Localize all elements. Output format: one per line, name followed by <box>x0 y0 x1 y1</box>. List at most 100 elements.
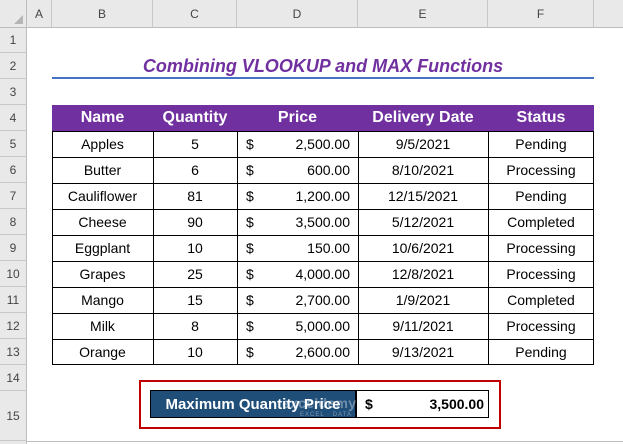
row-header-1[interactable]: 1 <box>0 28 27 53</box>
row-header-7[interactable]: 7 <box>0 183 27 209</box>
cell-status[interactable]: Processing <box>506 162 576 178</box>
cell-quantity[interactable]: 6 <box>191 162 199 178</box>
row-header-11[interactable]: 11 <box>0 287 27 313</box>
result-currency: $ <box>365 396 373 412</box>
price-value: 2,700.00 <box>295 292 351 308</box>
cell-status[interactable]: Pending <box>515 344 567 360</box>
cell-quantity[interactable]: 10 <box>187 344 203 360</box>
row-header-6[interactable]: 6 <box>0 157 27 183</box>
cell-delivery-date[interactable]: 9/11/2021 <box>392 318 454 334</box>
cell-status[interactable]: Processing <box>506 318 576 334</box>
currency-symbol: $ <box>246 162 254 178</box>
cell-price[interactable]: $3,500.00 <box>237 209 358 235</box>
column-header-b[interactable]: B <box>52 0 153 28</box>
cell-price[interactable]: $1,200.00 <box>237 183 358 209</box>
cell-delivery-date[interactable]: 12/15/2021 <box>387 188 459 204</box>
header-delivery-date[interactable]: Delivery Date <box>358 105 488 131</box>
cell-price[interactable]: $150.00 <box>237 235 358 261</box>
row-header-15[interactable]: 15 <box>0 391 27 441</box>
cell-name[interactable]: Milk <box>90 318 115 334</box>
select-all-triangle-icon <box>14 15 23 24</box>
cell-quantity[interactable]: 90 <box>187 214 203 230</box>
cell-status[interactable]: Completed <box>507 292 575 308</box>
row-header-16-partial[interactable] <box>0 441 27 444</box>
row-divider <box>52 339 594 340</box>
result-value: 3,500.00 <box>429 396 485 412</box>
cell-delivery-date[interactable]: 9/13/2021 <box>391 344 455 360</box>
cell-status[interactable]: Completed <box>507 214 575 230</box>
cell-quantity[interactable]: 25 <box>187 266 203 282</box>
cell-quantity[interactable]: 10 <box>187 240 203 256</box>
cell-name[interactable]: Orange <box>79 344 126 360</box>
column-header-a[interactable]: A <box>27 0 52 28</box>
result-highlight-box <box>139 380 501 429</box>
currency-symbol: $ <box>246 318 254 334</box>
column-header-d[interactable]: D <box>237 0 358 28</box>
cell-status[interactable]: Processing <box>506 240 576 256</box>
cell-name[interactable]: Eggplant <box>74 240 131 256</box>
cell-delivery-date[interactable]: 5/12/2021 <box>391 214 455 230</box>
cell-price[interactable]: $5,000.00 <box>237 313 358 339</box>
header-status[interactable]: Status <box>488 105 594 131</box>
row-header-5[interactable]: 5 <box>0 131 27 157</box>
max-quantity-price-label[interactable]: Maximum Quantity Price <box>150 390 356 418</box>
row-header-4[interactable]: 4 <box>0 105 27 131</box>
cell-name[interactable]: Butter <box>83 162 122 178</box>
cell-status[interactable]: Processing <box>506 266 576 282</box>
sheet-title[interactable]: Combining VLOOKUP and MAX Functions <box>142 56 504 76</box>
cell-quantity[interactable]: 8 <box>191 318 199 334</box>
row-divider <box>52 287 594 288</box>
cell-price[interactable]: $2,700.00 <box>237 287 358 313</box>
column-header-g-partial[interactable] <box>594 0 623 28</box>
title-underline <box>52 77 594 79</box>
cell-name[interactable]: Mango <box>81 292 124 308</box>
row-header-8[interactable]: 8 <box>0 209 27 235</box>
cell-name[interactable]: Cauliflower <box>67 188 138 204</box>
cell-grid[interactable] <box>27 28 623 444</box>
row-divider <box>52 209 594 210</box>
cell-name[interactable]: Cheese <box>78 214 127 230</box>
cell-name[interactable]: Grapes <box>79 266 126 282</box>
currency-symbol: $ <box>246 136 254 152</box>
cell-price[interactable]: $2,500.00 <box>237 131 358 157</box>
grid-bottom-edge <box>27 441 623 442</box>
cell-delivery-date[interactable]: 1/9/2021 <box>395 292 451 308</box>
cell-quantity[interactable]: 5 <box>191 136 199 152</box>
row-header-9[interactable]: 9 <box>0 235 27 261</box>
column-header-f[interactable]: F <box>488 0 594 28</box>
row-header-12[interactable]: 12 <box>0 313 27 339</box>
select-all-button[interactable] <box>0 0 27 28</box>
row-divider <box>52 261 594 262</box>
column-divider <box>153 131 154 365</box>
cell-delivery-date[interactable]: 10/6/2021 <box>391 240 455 256</box>
row-header-10[interactable]: 10 <box>0 261 27 287</box>
price-value: 1,200.00 <box>295 188 351 204</box>
price-value: 600.00 <box>307 162 350 178</box>
header-quantity[interactable]: Quantity <box>153 105 237 131</box>
row-divider <box>52 235 594 236</box>
cell-status[interactable]: Pending <box>515 136 567 152</box>
row-header-13[interactable]: 13 <box>0 339 27 365</box>
cell-price[interactable]: $600.00 <box>237 157 358 183</box>
cell-delivery-date[interactable]: 9/5/2021 <box>395 136 451 152</box>
cell-delivery-date[interactable]: 12/8/2021 <box>391 266 455 282</box>
header-price[interactable]: Price <box>237 105 358 131</box>
cell-delivery-date[interactable]: 8/10/2021 <box>391 162 455 178</box>
max-quantity-price-value-cell[interactable]: $ 3,500.00 <box>356 390 489 418</box>
row-header-14[interactable]: 14 <box>0 365 27 391</box>
cell-quantity[interactable]: 15 <box>187 292 203 308</box>
row-divider <box>52 157 594 158</box>
column-header-c[interactable]: C <box>153 0 237 28</box>
cell-quantity[interactable]: 81 <box>187 188 203 204</box>
header-name[interactable]: Name <box>52 105 153 131</box>
row-header-3[interactable]: 3 <box>0 79 27 105</box>
cell-name[interactable]: Apples <box>81 136 124 152</box>
row-header-2[interactable]: 2 <box>0 53 27 79</box>
cell-price[interactable]: $2,600.00 <box>237 339 358 365</box>
column-header-e[interactable]: E <box>358 0 488 28</box>
price-value: 2,600.00 <box>295 344 351 360</box>
cell-status[interactable]: Pending <box>515 188 567 204</box>
cell-price[interactable]: $4,000.00 <box>237 261 358 287</box>
column-divider <box>488 131 489 365</box>
currency-symbol: $ <box>246 240 254 256</box>
